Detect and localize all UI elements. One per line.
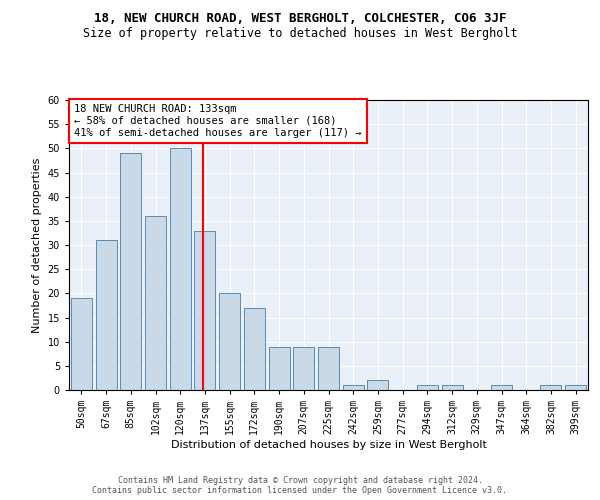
Bar [95, 240, 116, 390]
X-axis label: Distribution of detached houses by size in West Bergholt: Distribution of detached houses by size … [170, 440, 487, 450]
Bar [442, 385, 463, 390]
Bar [417, 385, 438, 390]
Text: Size of property relative to detached houses in West Bergholt: Size of property relative to detached ho… [83, 28, 517, 40]
Bar [541, 385, 562, 390]
Text: 18 NEW CHURCH ROAD: 133sqm
← 58% of detached houses are smaller (168)
41% of sem: 18 NEW CHURCH ROAD: 133sqm ← 58% of deta… [74, 104, 362, 138]
Bar [170, 148, 191, 390]
Bar [343, 385, 364, 390]
Text: 18, NEW CHURCH ROAD, WEST BERGHOLT, COLCHESTER, CO6 3JF: 18, NEW CHURCH ROAD, WEST BERGHOLT, COLC… [94, 12, 506, 26]
Y-axis label: Number of detached properties: Number of detached properties [32, 158, 42, 332]
Bar [565, 385, 586, 390]
Bar [293, 346, 314, 390]
Bar [318, 346, 339, 390]
Bar [269, 346, 290, 390]
Bar [219, 294, 240, 390]
Bar [194, 230, 215, 390]
Text: Contains HM Land Registry data © Crown copyright and database right 2024.
Contai: Contains HM Land Registry data © Crown c… [92, 476, 508, 495]
Bar [367, 380, 388, 390]
Bar [71, 298, 92, 390]
Bar [244, 308, 265, 390]
Bar [491, 385, 512, 390]
Bar [145, 216, 166, 390]
Bar [120, 153, 141, 390]
